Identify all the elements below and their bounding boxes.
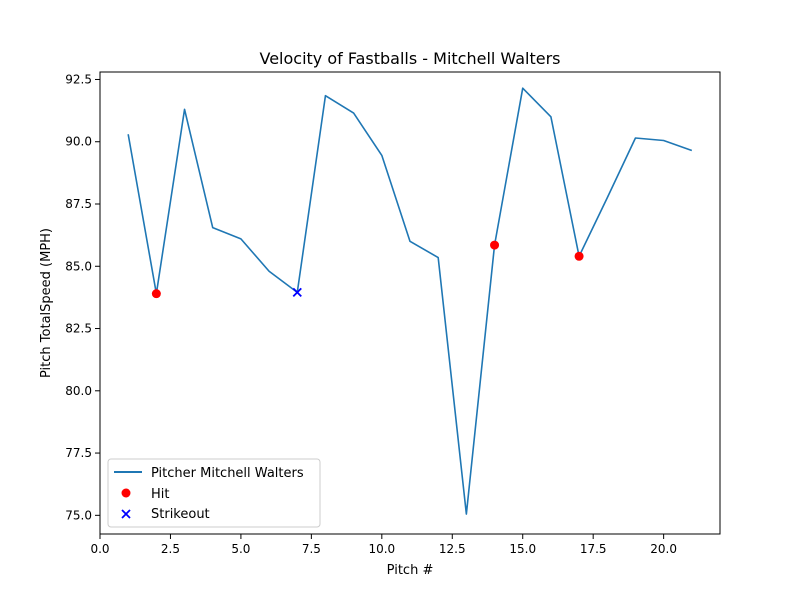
x-tick-label: 10.0 bbox=[368, 542, 395, 556]
hit-point bbox=[574, 251, 584, 261]
y-tick-label: 92.5 bbox=[65, 72, 92, 86]
x-tick-label: 20.0 bbox=[650, 542, 677, 556]
y-tick-label: 82.5 bbox=[65, 322, 92, 336]
series-line-pitcher bbox=[127, 87, 693, 515]
y-tick-label: 87.5 bbox=[65, 197, 92, 211]
legend-strikeout-marker bbox=[121, 509, 131, 519]
x-tick-label: 7.5 bbox=[302, 542, 321, 556]
x-tick-label: 12.5 bbox=[439, 542, 466, 556]
y-tick-label: 75.0 bbox=[65, 508, 92, 522]
x-tick-label: 5.0 bbox=[231, 542, 250, 556]
y-tick-label: 90.0 bbox=[65, 135, 92, 149]
x-tick-label: 2.5 bbox=[161, 542, 180, 556]
x-tick-label: 15.0 bbox=[509, 542, 536, 556]
x-axis-label: Pitch # bbox=[387, 563, 434, 578]
chart-title: Velocity of Fastballs - Mitchell Walters bbox=[260, 49, 561, 68]
plot-frame bbox=[99, 71, 721, 535]
axis-ticks: 0.0 2.5 5.0 7.5 10.0 12.5 15.0 17.5 20.0 75.0 77.5… bbox=[65, 72, 677, 556]
hit-point bbox=[490, 240, 500, 250]
x-tick-label: 17.5 bbox=[580, 542, 607, 556]
strikeout-point bbox=[292, 287, 302, 298]
y-tick-label: 80.0 bbox=[65, 384, 92, 398]
legend-label-strikeout: Strikeout bbox=[151, 507, 210, 522]
y-tick-label: 85.0 bbox=[65, 259, 92, 273]
legend-box bbox=[107, 458, 321, 528]
plot-area bbox=[127, 87, 693, 515]
y-axis-label: Pitch TotalSpeed (MPH) bbox=[39, 228, 54, 378]
hit-point bbox=[151, 289, 161, 299]
legend: Pitcher Mitchell Walters Hit Strikeout bbox=[107, 458, 321, 528]
legend-label-hit: Hit bbox=[151, 487, 169, 502]
legend-label-pitcher: Pitcher Mitchell Walters bbox=[151, 466, 304, 481]
strikeout-stroke bbox=[292, 287, 302, 298]
legend-hit-marker bbox=[121, 488, 131, 498]
x-tick-label: 0.0 bbox=[90, 542, 109, 556]
y-tick-label: 77.5 bbox=[65, 446, 92, 460]
